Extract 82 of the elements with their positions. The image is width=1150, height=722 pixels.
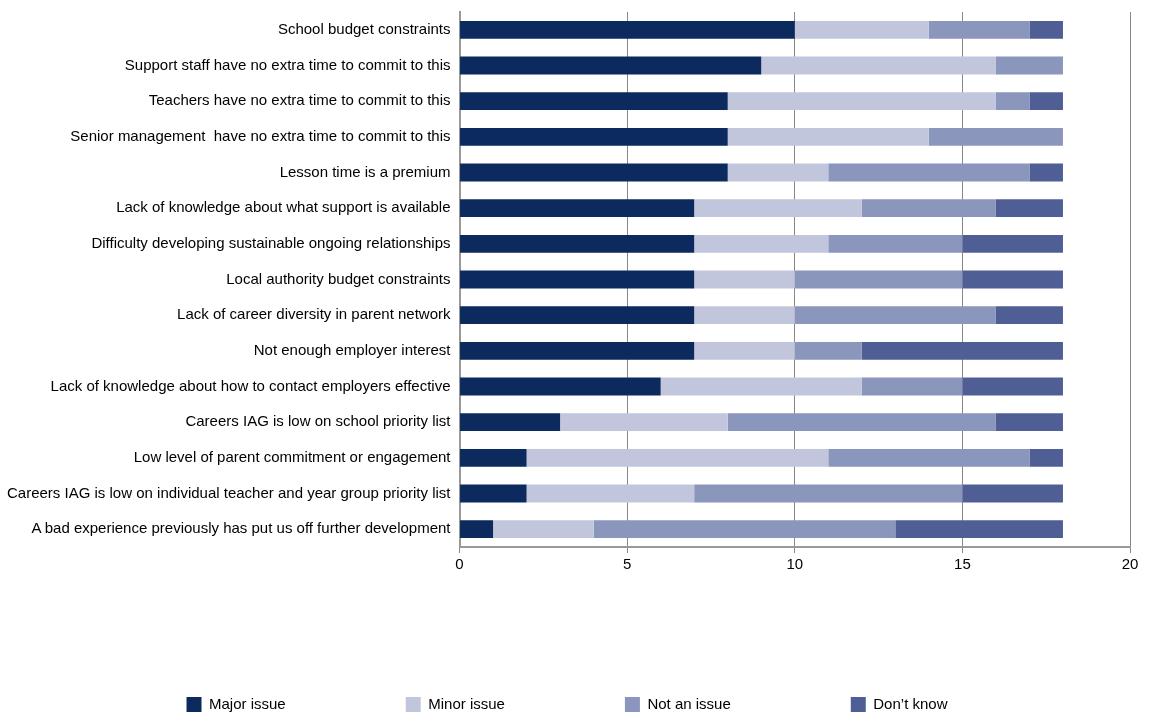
- bar: [928, 127, 1063, 146]
- bar: [794, 270, 963, 289]
- bar: [460, 413, 561, 432]
- legend-label: Don’t know: [873, 694, 948, 712]
- bar: [1029, 163, 1063, 182]
- bar: [828, 448, 1030, 467]
- x-tick-label: 10: [786, 555, 804, 573]
- bar: [828, 234, 963, 253]
- legend-label: Major issue: [209, 694, 286, 712]
- y-tick-label: A bad experience previously has put us off further development: [31, 519, 452, 537]
- bar: [694, 234, 829, 253]
- bar: [861, 377, 963, 396]
- y-tick-label: Careers IAG is low on school priority list: [185, 412, 452, 430]
- bar: [828, 163, 1030, 182]
- y-tick-label: Lack of career diversity in parent network: [177, 305, 452, 323]
- bar: [694, 484, 963, 503]
- y-tick-label: Lack of knowledge about what support is available: [116, 198, 451, 216]
- bar: [895, 520, 1063, 539]
- bar: [460, 92, 728, 111]
- legend-label: Not an issue: [647, 694, 731, 712]
- bar: [727, 413, 996, 432]
- bar: [694, 270, 795, 289]
- bar: [660, 377, 862, 396]
- bar: [460, 270, 695, 289]
- bar: [460, 56, 762, 75]
- bar: [460, 341, 695, 360]
- bar: [962, 484, 1063, 503]
- x-tick-label: 20: [1121, 555, 1139, 573]
- bar: [526, 484, 695, 503]
- bar: [493, 520, 594, 539]
- bar: [861, 199, 996, 218]
- x-tick-label: 0: [455, 555, 464, 573]
- bar: [995, 199, 1063, 218]
- bar: [694, 306, 795, 325]
- x-tick-label: 5: [622, 555, 632, 573]
- bar: [460, 306, 695, 325]
- bar: [1029, 20, 1063, 39]
- bar: [460, 199, 695, 218]
- y-tick-label: Lack of knowledge about how to contact employers effective: [50, 376, 451, 394]
- bar: [460, 127, 728, 146]
- bar: [560, 413, 728, 432]
- bar: [995, 413, 1063, 432]
- y-tick-label: Senior management have no extra time to commit to this: [70, 126, 451, 144]
- bar: [694, 341, 795, 360]
- bar: [962, 377, 1063, 396]
- y-tick-label: Low level of parent commitment or engagement: [133, 447, 452, 465]
- y-tick-label: Teachers have no extra time to commit to this: [148, 91, 451, 109]
- bar: [761, 56, 996, 75]
- bar: [593, 520, 896, 539]
- bar: [460, 20, 795, 39]
- bar: [995, 56, 1063, 75]
- bar: [460, 448, 527, 467]
- y-tick-label: Local authority budget constraints: [226, 269, 451, 287]
- bar: [794, 20, 929, 39]
- bar: [727, 92, 996, 111]
- bar: [1029, 92, 1063, 111]
- bar: [727, 127, 929, 146]
- bar: [794, 341, 862, 360]
- bar: [995, 92, 1030, 111]
- bar: [694, 199, 862, 218]
- y-tick-label: Difficulty developing sustainable ongoing relationships: [91, 233, 451, 251]
- legend-label: Minor issue: [428, 694, 505, 712]
- bar: [962, 234, 1063, 253]
- bar: [460, 234, 695, 253]
- bar: [460, 377, 661, 396]
- y-tick-label: Not enough employer interest: [253, 340, 452, 358]
- y-tick-label: Careers IAG is low on individual teacher and year group priority list: [6, 483, 452, 501]
- x-tick-label: 15: [954, 555, 971, 573]
- bar: [460, 484, 527, 503]
- bar: [727, 163, 829, 182]
- bar: [861, 341, 1063, 360]
- y-tick-label: School budget constraints: [277, 19, 451, 37]
- bar: [995, 306, 1063, 325]
- y-tick-label: Support staff have no extra time to commit to this: [124, 55, 451, 73]
- bar: [526, 448, 829, 467]
- bar: [794, 306, 996, 325]
- bar: [460, 163, 728, 182]
- bar: [962, 270, 1063, 289]
- bar: [1029, 448, 1063, 467]
- bar: [460, 520, 494, 539]
- bar: [928, 20, 1030, 39]
- y-tick-label: Lesson time is a premium: [279, 162, 451, 180]
